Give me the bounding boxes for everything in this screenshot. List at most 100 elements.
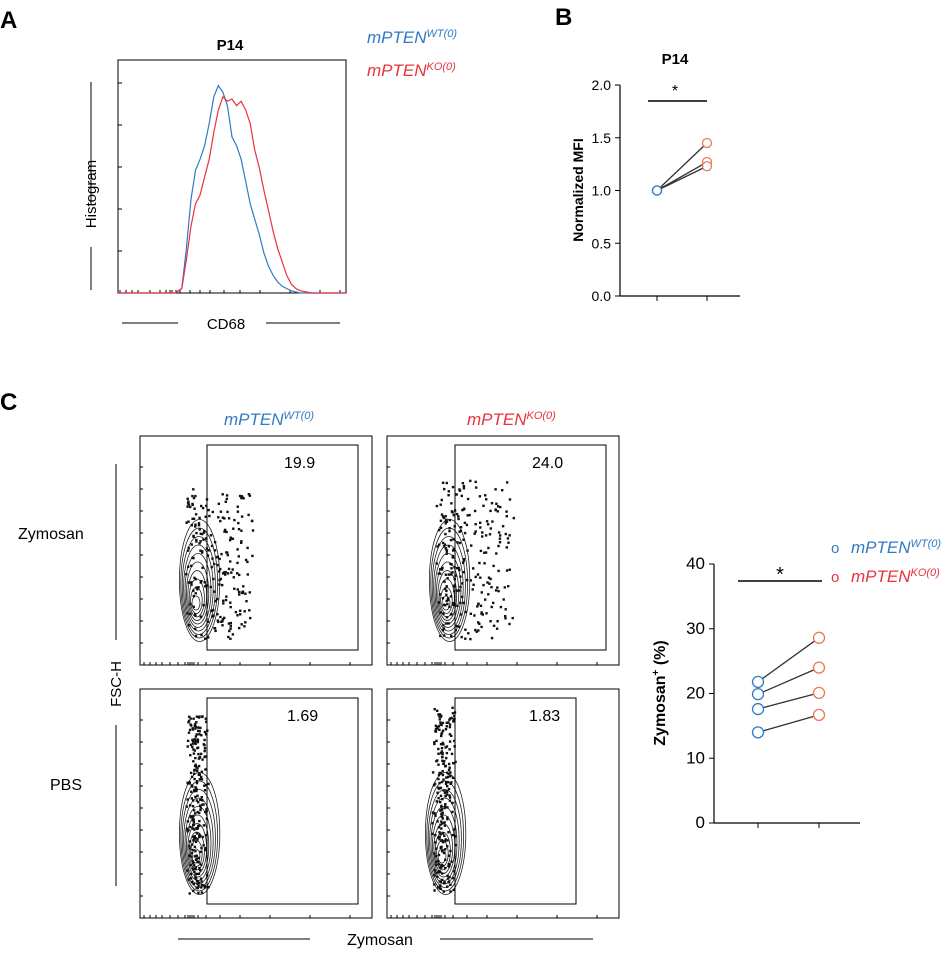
- flow-event: [496, 620, 499, 623]
- flow-event: [431, 832, 434, 835]
- flow-event: [434, 841, 437, 844]
- flow-event: [195, 857, 198, 860]
- flow-event: [204, 733, 208, 736]
- flow-event: [191, 494, 194, 498]
- flow-event: [448, 766, 451, 769]
- flow-event: [195, 788, 198, 791]
- flow-event: [476, 573, 480, 576]
- flow-event: [487, 593, 490, 596]
- flow-event: [461, 508, 464, 512]
- flow-event: [193, 507, 196, 510]
- flow-event: [479, 526, 482, 529]
- flow-event: [488, 533, 492, 536]
- flow-event: [211, 510, 214, 514]
- flow-contour: [188, 578, 205, 618]
- flow-event: [453, 739, 456, 743]
- flow-event: [196, 882, 199, 886]
- flow-event: [200, 778, 204, 781]
- flow-event: [486, 581, 489, 584]
- flow-event: [501, 525, 505, 528]
- flow-event: [438, 866, 442, 869]
- flow-event: [497, 544, 500, 548]
- flow-event: [205, 720, 208, 723]
- flow-event: [458, 541, 462, 545]
- flow-event: [448, 733, 452, 736]
- flow-event: [443, 806, 446, 810]
- flow-event: [472, 583, 475, 586]
- flow-event: [189, 505, 192, 509]
- legend-wt-label: mPTENWT(0): [367, 28, 457, 47]
- flow-event: [445, 793, 449, 796]
- flow-event: [477, 629, 480, 632]
- flow-event: [446, 577, 449, 580]
- flow-event: [439, 880, 443, 884]
- flow-event: [186, 745, 189, 748]
- flow-event: [446, 781, 450, 784]
- flow-event: [200, 880, 203, 883]
- flow-event: [440, 820, 443, 823]
- flow-event: [187, 503, 191, 506]
- flow-event: [449, 573, 453, 576]
- flow-event: [446, 874, 449, 877]
- flow-event: [217, 502, 220, 505]
- flow-event: [236, 548, 239, 551]
- flow-event: [194, 613, 197, 616]
- flow-event: [188, 840, 192, 843]
- flow-event: [233, 587, 236, 590]
- flow-event: [211, 557, 214, 560]
- flow-event: [444, 805, 447, 808]
- panel-b-significance: *: [672, 83, 678, 100]
- flow-event: [219, 510, 223, 513]
- flow-event: [224, 570, 227, 574]
- histogram-ko-curve: [118, 95, 346, 294]
- wt-point: [751, 675, 765, 688]
- flow-event: [187, 731, 191, 734]
- flow-event: [442, 789, 445, 792]
- flow-event: [207, 508, 210, 512]
- flow-event: [456, 567, 459, 570]
- flow-event: [225, 551, 228, 554]
- flow-event: [445, 550, 449, 553]
- flow-event: [466, 549, 469, 552]
- ko-point: [701, 161, 713, 172]
- flow-event: [441, 797, 444, 801]
- panel-a: A P14 Histogram CD68: [0, 7, 347, 333]
- flow-event: [201, 884, 204, 887]
- flow-event: [195, 780, 199, 783]
- flow-event: [194, 850, 197, 853]
- flow-event: [190, 524, 193, 527]
- flow-event: [481, 531, 484, 534]
- flow-event: [440, 513, 444, 516]
- flow-event: [238, 626, 241, 630]
- row-zymosan-label: Zymosan: [18, 526, 84, 543]
- flow-event: [511, 616, 514, 620]
- flow-event: [200, 796, 203, 799]
- flow-event: [229, 605, 232, 609]
- flow-event: [248, 609, 251, 612]
- flow-event: [191, 805, 195, 808]
- row-pbs-label: PBS: [50, 777, 82, 794]
- flow-event: [226, 572, 230, 575]
- flow-event: [441, 864, 445, 867]
- flow-event: [447, 863, 450, 866]
- flow-contour: [186, 814, 210, 878]
- flow-event: [454, 760, 457, 764]
- flow-event: [441, 872, 444, 875]
- flow-gate: [454, 697, 577, 905]
- flow-event: [436, 759, 439, 762]
- flow-event: [224, 598, 228, 602]
- flow-event: [436, 820, 439, 823]
- flow-event: [447, 772, 450, 776]
- flow-event: [192, 752, 196, 755]
- flow-event: [221, 572, 225, 575]
- flow-event: [445, 481, 448, 485]
- flow-event: [489, 620, 492, 623]
- flow-event: [474, 628, 477, 632]
- flow-event: [191, 827, 195, 830]
- flow-event: [498, 541, 502, 544]
- flow-event: [442, 624, 445, 627]
- flow-event: [437, 601, 440, 604]
- flow-event: [483, 551, 486, 554]
- panel-c: C mPTENWT(0) mPTENKO(0) Zymosan PBS FSC-…: [0, 389, 941, 949]
- flow-event: [189, 877, 193, 880]
